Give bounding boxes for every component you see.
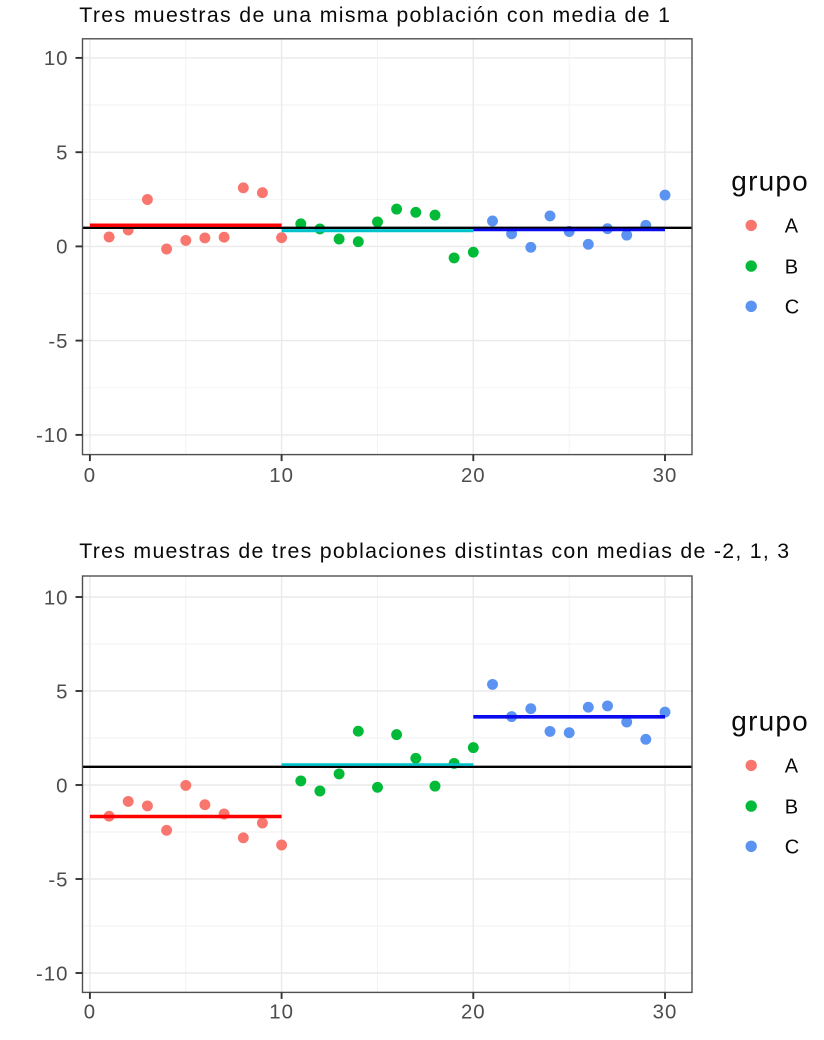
svg-text:Tres muestras de una misma pob: Tres muestras de una misma población con… (79, 3, 671, 27)
svg-text:0: 0 (84, 465, 96, 487)
svg-text:Tres muestras de tres poblacio: Tres muestras de tres poblaciones distin… (79, 539, 790, 563)
svg-text:5: 5 (56, 143, 68, 165)
svg-text:-10: -10 (36, 963, 68, 985)
svg-text:grupo: grupo (731, 166, 809, 197)
svg-text:B: B (785, 796, 798, 818)
svg-text:10: 10 (44, 48, 69, 70)
svg-text:-10: -10 (36, 425, 68, 447)
svg-text:10: 10 (44, 587, 69, 609)
svg-text:C: C (785, 297, 799, 319)
svg-text:C: C (785, 837, 799, 859)
svg-text:30: 30 (653, 1002, 678, 1024)
svg-text:20: 20 (461, 465, 486, 487)
svg-text:10: 10 (269, 1002, 294, 1024)
svg-text:20: 20 (461, 1002, 486, 1024)
svg-text:-5: -5 (48, 331, 68, 353)
svg-text:5: 5 (56, 681, 68, 703)
svg-text:-5: -5 (48, 869, 68, 891)
svg-text:10: 10 (269, 465, 294, 487)
svg-text:30: 30 (653, 465, 678, 487)
svg-text:B: B (785, 256, 798, 278)
svg-text:grupo: grupo (731, 706, 809, 737)
svg-text:A: A (785, 756, 799, 778)
svg-text:0: 0 (84, 1002, 96, 1024)
svg-text:0: 0 (56, 775, 68, 797)
svg-text:0: 0 (56, 237, 68, 259)
svg-text:A: A (785, 216, 799, 238)
